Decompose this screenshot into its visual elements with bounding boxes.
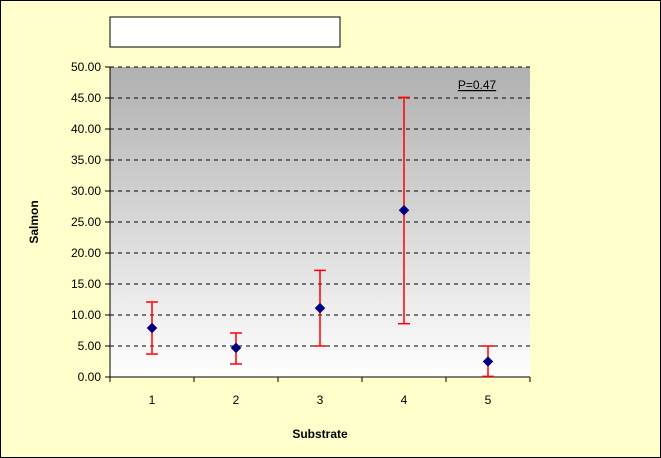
x-tick-label: 1 — [149, 393, 156, 407]
y-tick-label: 20.00 — [71, 246, 101, 260]
data-point — [398, 204, 410, 216]
x-tick-label: 4 — [401, 393, 408, 407]
x-tick-label: 3 — [317, 393, 324, 407]
y-tick-label: 0.00 — [78, 370, 102, 384]
x-axis-title: Substrate — [292, 427, 348, 441]
y-tick-label: 45.00 — [71, 91, 101, 105]
y-axis-title: Salmon — [27, 200, 41, 243]
y-tick-label: 10.00 — [71, 308, 101, 322]
data-points — [146, 204, 494, 367]
x-tick-label: 5 — [485, 393, 492, 407]
x-tick-label: 2 — [233, 393, 240, 407]
y-tick-label: 50.00 — [71, 60, 101, 74]
y-tick-label: 35.00 — [71, 153, 101, 167]
y-tick-label: 5.00 — [78, 339, 102, 353]
data-point — [482, 356, 494, 367]
data-point — [230, 342, 242, 354]
chart-title-box — [109, 16, 341, 48]
y-tick-label: 30.00 — [71, 184, 101, 198]
p-value-annotation: P=0.47 — [458, 78, 497, 92]
y-tick-label: 25.00 — [71, 215, 101, 229]
y-tick-label: 40.00 — [71, 122, 101, 136]
data-point — [146, 322, 158, 334]
y-tick-label: 15.00 — [71, 277, 101, 291]
data-point — [314, 302, 326, 314]
y-axis: 0.00 5.00 10.00 15.00 20.00 25.00 30.00 35.00 40… — [71, 60, 111, 384]
x-axis: 1 2 3 4 5 — [109, 376, 531, 407]
